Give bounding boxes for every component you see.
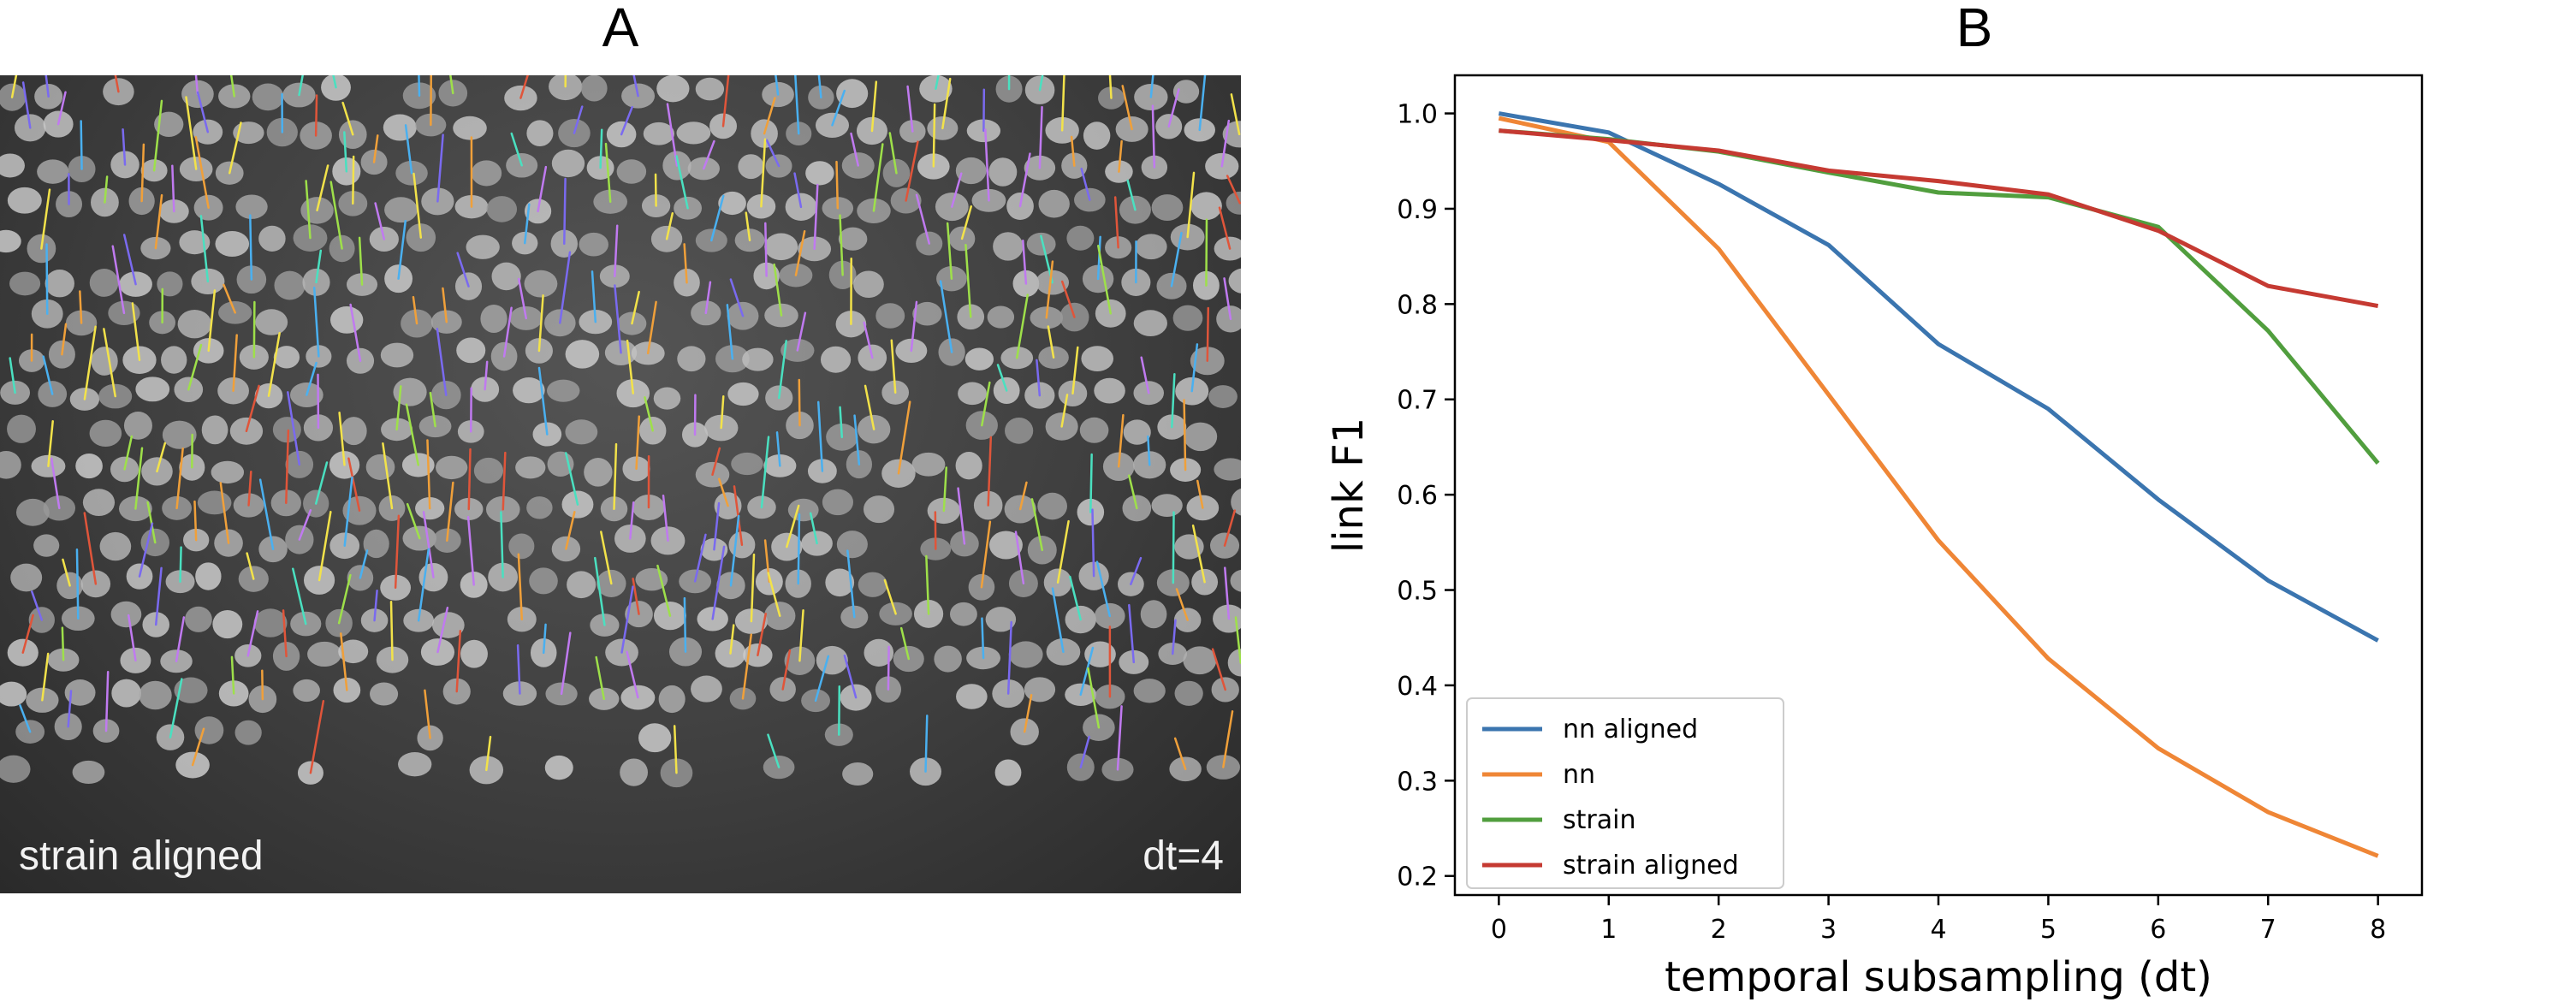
y-tick-label: 0.7: [1397, 386, 1438, 416]
x-axis-label: temporal subsampling (dt): [1665, 953, 2212, 1001]
y-tick-label: 0.9: [1397, 195, 1438, 225]
x-tick-label: 7: [2260, 915, 2276, 945]
y-tick-label: 0.4: [1397, 672, 1438, 702]
cell-tracks-overlay: [0, 75, 1241, 788]
microscopy-image: strain aligned dt=4: [0, 75, 1241, 893]
x-tick-label: 2: [1711, 915, 1727, 945]
track-lines: [9, 75, 1241, 774]
x-tick-label: 1: [1600, 915, 1617, 945]
x-tick-label: 4: [1930, 915, 1946, 945]
y-tick-label: 1.0: [1397, 100, 1438, 130]
legend-entry: nn aligned: [1563, 714, 1698, 744]
legend-entry: nn: [1563, 760, 1595, 790]
x-tick-label: 3: [1820, 915, 1837, 945]
legend: nn aligned nn strain strain aligned: [1466, 697, 1784, 889]
x-tick-label: 5: [2040, 915, 2057, 945]
series-line-nn-aligned: [1498, 111, 2379, 643]
image-caption-dt: dt=4: [1143, 833, 1224, 879]
y-axis-label: link F1: [1325, 418, 1373, 553]
x-tick-label: 8: [2370, 915, 2386, 945]
panel-b-label: B: [1956, 0, 1993, 58]
legend-box: [1466, 697, 1784, 889]
panel-a-label: A: [602, 0, 639, 58]
axis-ticks: 0 1 2 3 4 5 6 7 8 0.2 0.3 0.4 0.5 0.6 0.7 0.8 0.9 1.0: [1397, 100, 2386, 945]
legend-entry: strain aligned: [1563, 851, 1739, 881]
y-tick-label: 0.5: [1397, 577, 1438, 607]
y-tick-label: 0.2: [1397, 863, 1438, 892]
series-line-nn: [1498, 116, 2379, 858]
image-caption-method: strain aligned: [19, 833, 264, 879]
series-lines: [1498, 111, 2380, 858]
cell-nuclei: [0, 75, 1241, 788]
y-tick-label: 0.6: [1397, 481, 1438, 511]
x-tick-label: 6: [2150, 915, 2166, 945]
series-line-strain-aligned: [1499, 128, 2379, 309]
y-tick-label: 0.8: [1397, 290, 1438, 320]
y-tick-label: 0.3: [1397, 767, 1438, 797]
link-f1-chart: 0 1 2 3 4 5 6 7 8 0.2 0.3 0.4 0.5 0.6 0.7 0.8 0.9 1.0 tem…: [1325, 74, 2424, 1001]
legend-entry: strain: [1563, 805, 1635, 835]
x-tick-label: 0: [1491, 915, 1507, 945]
